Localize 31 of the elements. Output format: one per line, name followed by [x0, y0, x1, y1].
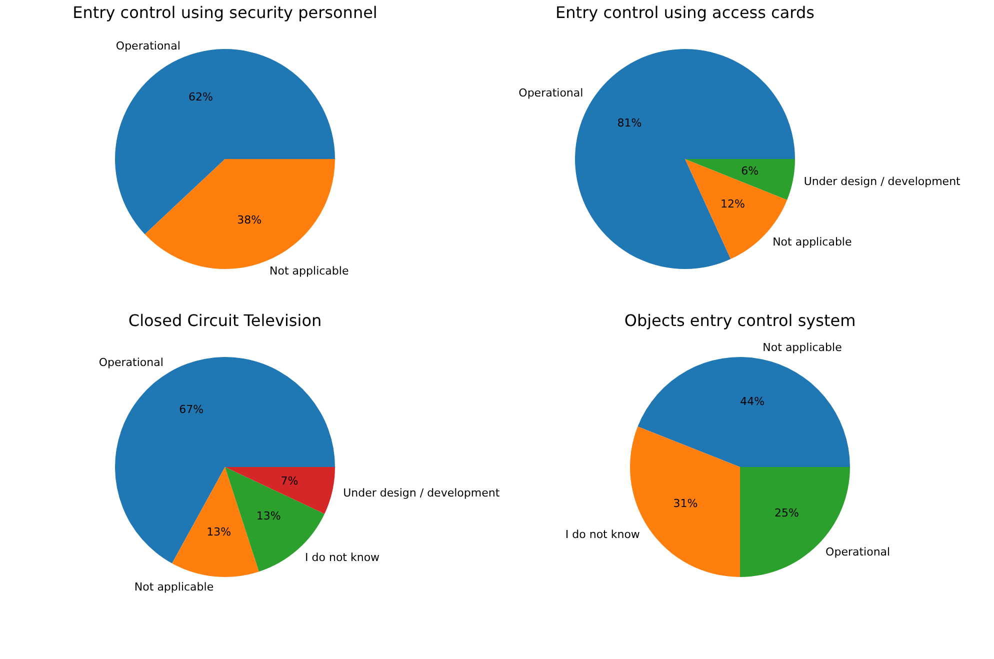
slice-label: Not applicable — [772, 236, 852, 248]
slice-label: Not applicable — [134, 580, 214, 594]
data-label: 31% — [673, 497, 698, 510]
slice-label: Not applicable — [762, 341, 842, 354]
slice-label: I do not know — [565, 528, 640, 542]
slice-label: Under design / development — [343, 486, 500, 500]
data-label: 67% — [179, 403, 204, 416]
chart-title: Objects entry control system — [624, 311, 856, 330]
data-label: 13% — [206, 526, 232, 539]
chart-title: Closed Circuit Television — [128, 311, 322, 330]
slice-label: Not applicable — [270, 264, 349, 278]
slice-label: Operational — [98, 356, 164, 369]
slice-label: Under design / development — [804, 174, 962, 188]
data-label: 38% — [237, 213, 262, 226]
data-label: 12% — [720, 198, 745, 211]
chart-title: Entry control using security personnel — [72, 3, 378, 22]
slice-label: I do not know — [305, 550, 380, 564]
data-label: 62% — [188, 90, 213, 104]
pie-slice — [638, 357, 850, 467]
pie-slice — [172, 467, 259, 577]
data-label: 25% — [774, 506, 799, 520]
data-label: 13% — [256, 510, 281, 523]
pie-slice — [685, 159, 795, 200]
data-label: 7% — [280, 474, 298, 488]
data-label: 6% — [741, 164, 759, 178]
data-label: 81% — [617, 116, 642, 130]
slice-label: Operational — [518, 86, 584, 100]
data-label: 44% — [740, 395, 765, 408]
slice-label: Operational — [826, 546, 890, 559]
chart-title: Entry control using access cards — [556, 3, 814, 22]
slice-label: Operational — [116, 39, 180, 52]
